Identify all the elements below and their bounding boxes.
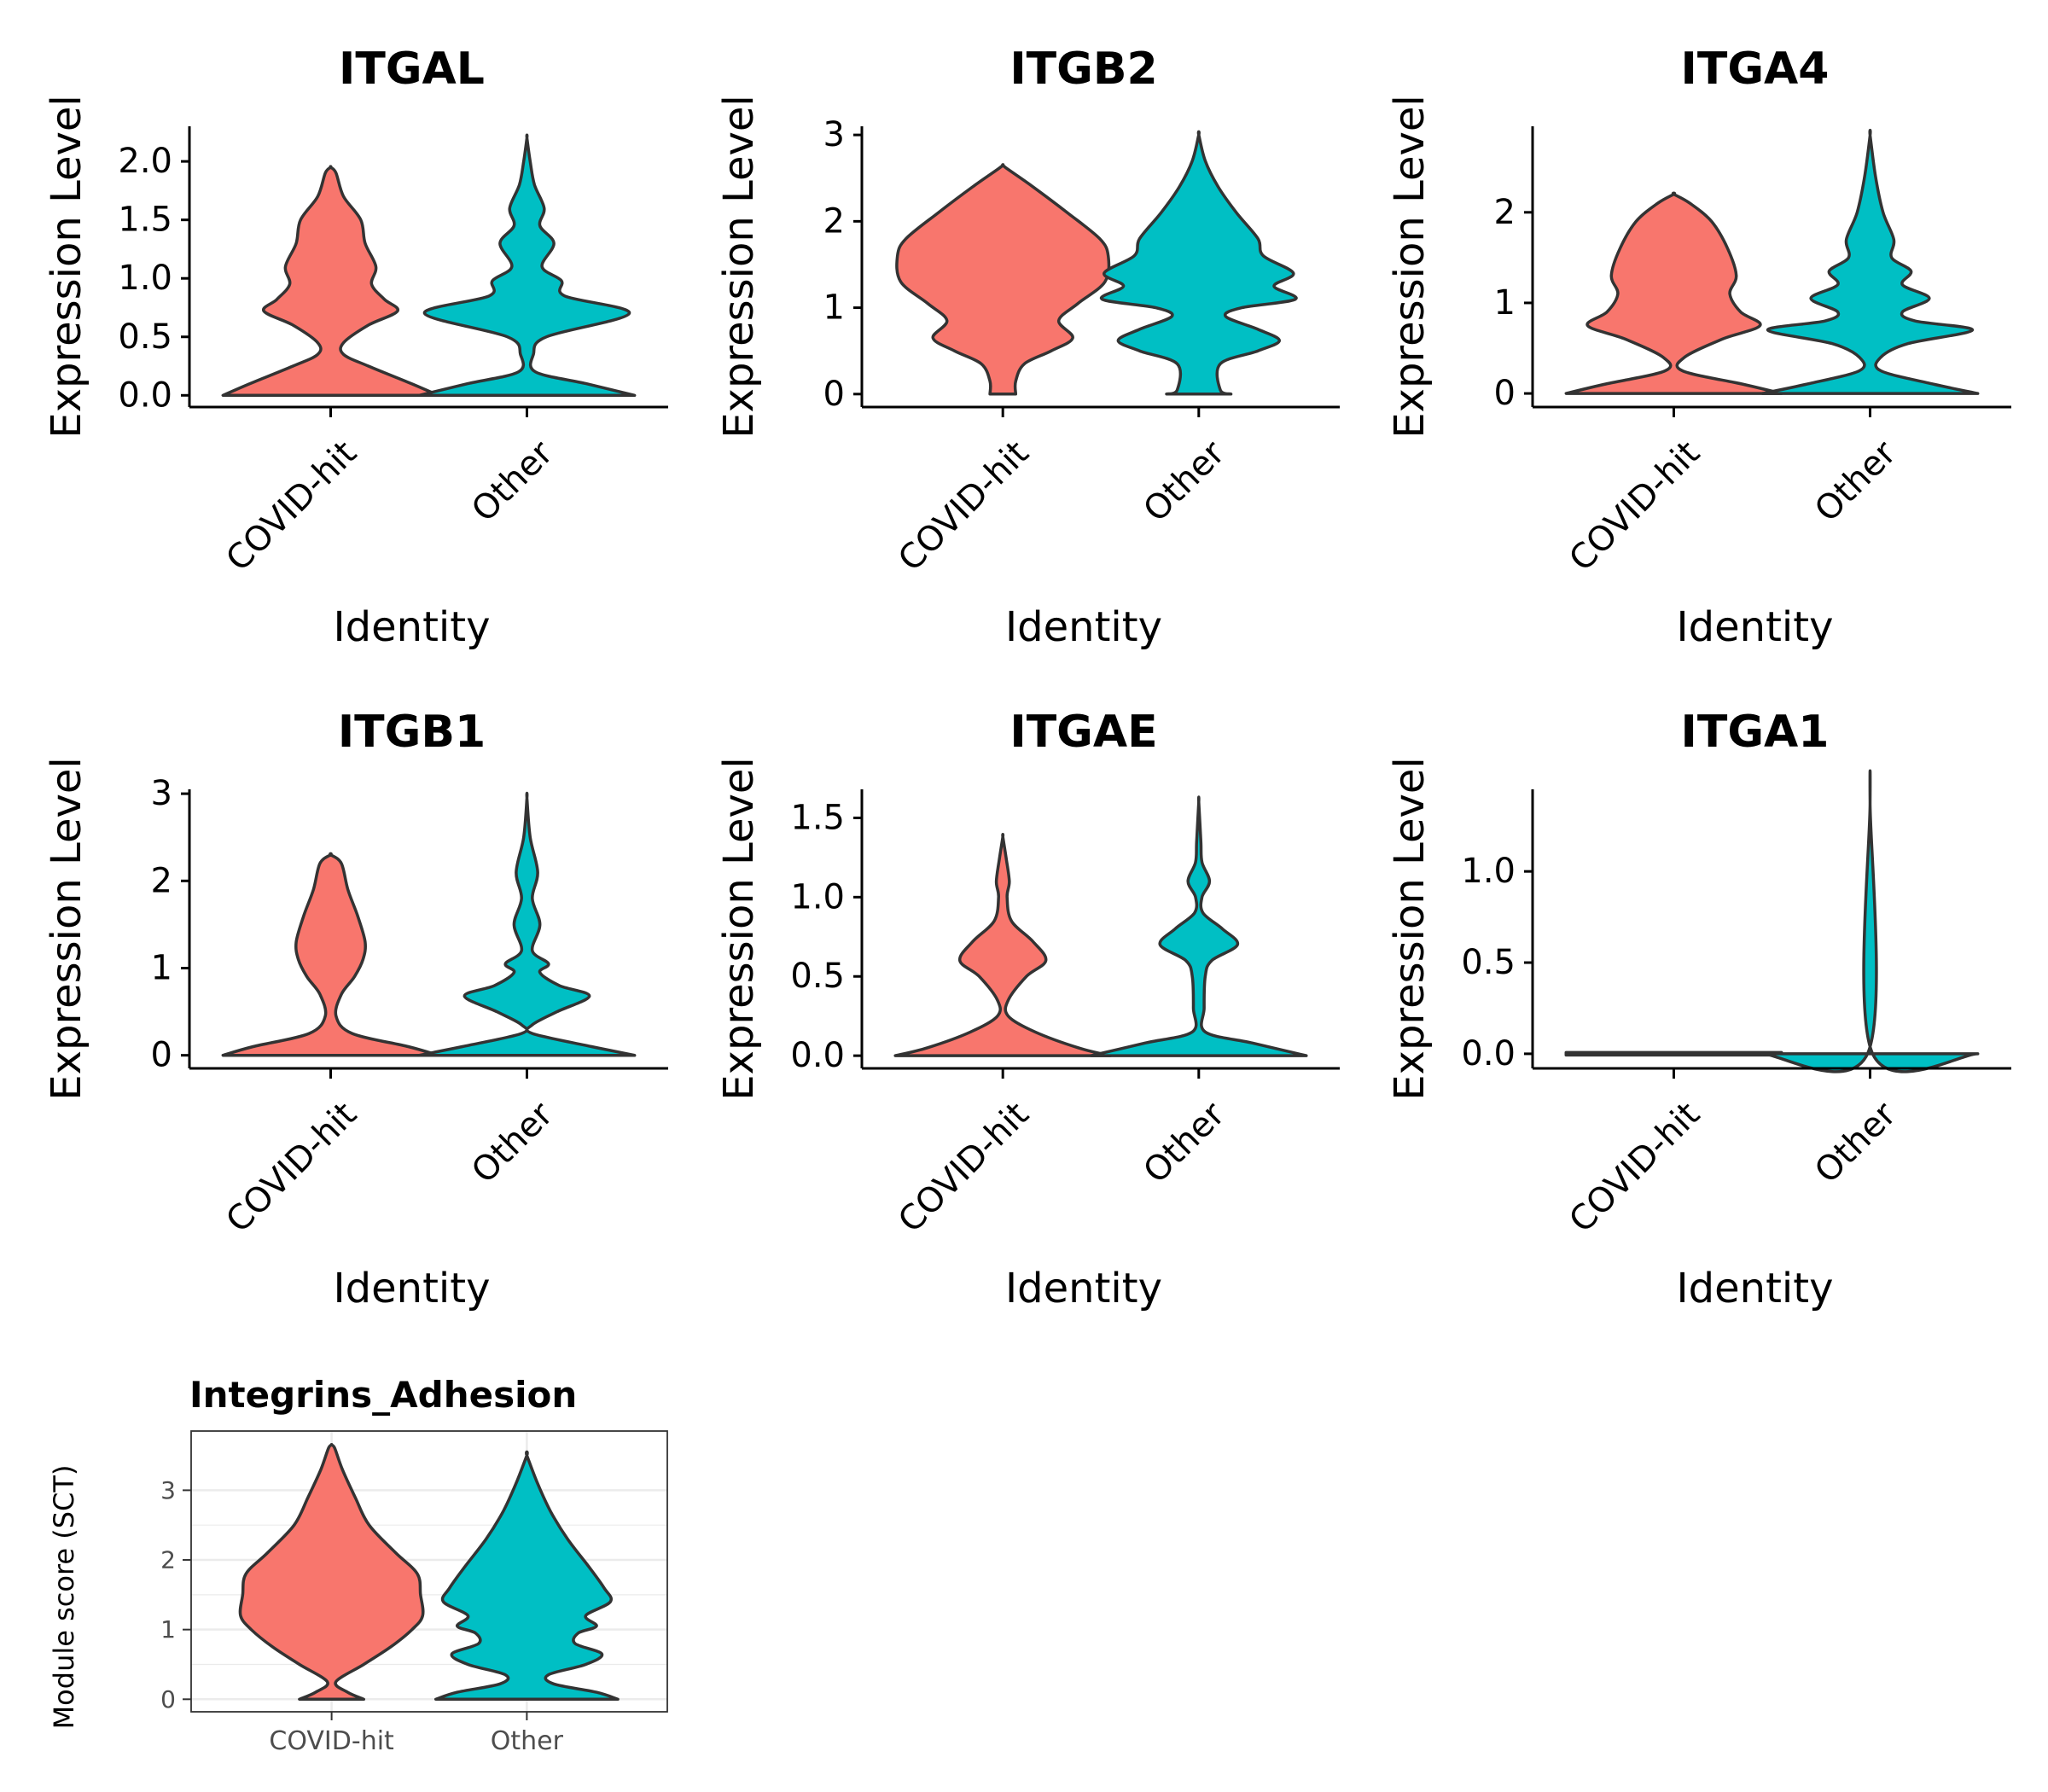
x-tick-label: Other — [464, 433, 561, 530]
y-tick-label: 0.5 — [1461, 943, 1516, 982]
chart-panel: 0 1 2 3 COVID-hit Other Integrins_Adhesion Modu… — [48, 1374, 668, 1756]
y-tick-label: 0 — [823, 375, 845, 414]
chart-panel: 0.0 0.5 1.0 1.5 COVID-hit Other ITGAE Identity E… — [715, 707, 1340, 1312]
x-axis-label: Identity — [334, 603, 491, 651]
chart-panel: 0 1 2 COVID-hit Other ITGA4 Identity Expression… — [1386, 44, 2011, 651]
y-axis-label: Expression Level — [715, 757, 763, 1101]
y-axis-label: Expression Level — [43, 95, 90, 439]
x-tick-label: Other — [1136, 1095, 1232, 1191]
y-axis-label: Module score (SCT) — [48, 1465, 80, 1730]
y-tick-label: 2 — [160, 1546, 176, 1574]
y-tick-label: 0 — [151, 1036, 172, 1075]
violin-other — [1099, 130, 1298, 396]
x-tick-label: COVID-hit — [1562, 433, 1708, 579]
y-tick-label: 0.0 — [118, 375, 172, 415]
violin-other — [1760, 128, 1980, 395]
violin-covid-hit — [1564, 1050, 1783, 1057]
x-tick-label: Other — [1807, 433, 1904, 530]
y-tick-label: 3 — [151, 774, 172, 813]
panel-title: ITGB2 — [1009, 44, 1157, 95]
violin-other — [1760, 769, 1980, 1073]
y-tick-label: 3 — [823, 115, 845, 154]
panel-border — [190, 1430, 668, 1713]
violin-other — [1090, 795, 1308, 1057]
x-tick-label: Other — [491, 1726, 564, 1756]
y-tick-label: 1.5 — [118, 201, 172, 240]
chart-panel: 0 1 2 3 COVID-hit Other ITGB1 Identity Expressio… — [43, 707, 668, 1312]
y-axis-label: Expression Level — [1386, 757, 1434, 1101]
y-axis-label: Expression Level — [1386, 95, 1434, 439]
x-tick-label: Other — [464, 1095, 561, 1191]
x-axis-label: Identity — [334, 1265, 491, 1312]
y-tick-label: 0 — [1494, 374, 1516, 413]
x-axis-label: Identity — [1005, 603, 1162, 651]
y-tick-label: 1 — [160, 1615, 176, 1644]
x-tick-label: Other — [1807, 1095, 1904, 1191]
violin-covid-hit — [895, 163, 1111, 396]
x-axis-label: Identity — [1677, 1265, 1834, 1312]
x-tick-label: COVID-hit — [218, 433, 364, 579]
x-tick-label: COVID-hit — [218, 1095, 364, 1241]
chart-panel: 0 1 2 3 COVID-hit Other ITGB2 Identity Expressio… — [715, 44, 1340, 651]
panel-title: ITGAE — [1009, 707, 1157, 758]
y-tick-label: 1.0 — [790, 877, 845, 916]
x-axis-label: Identity — [1677, 603, 1834, 651]
y-axis-label: Expression Level — [715, 95, 763, 439]
y-tick-label: 1 — [1494, 283, 1516, 323]
violin-covid-hit — [221, 165, 440, 398]
panel-title: ITGA4 — [1681, 44, 1830, 95]
y-tick-label: 0.5 — [790, 957, 845, 996]
panel-title: ITGA1 — [1681, 707, 1830, 758]
y-tick-label: 2.0 — [118, 142, 172, 181]
x-tick-label: COVID-hit — [891, 1095, 1037, 1241]
violin-covid-hit — [238, 1443, 425, 1702]
y-tick-label: 1.5 — [790, 798, 845, 837]
x-tick-label: COVID-hit — [1562, 1095, 1708, 1241]
violin-other — [433, 1450, 620, 1702]
y-tick-label: 3 — [160, 1476, 176, 1504]
y-tick-label: 1.0 — [1461, 852, 1516, 891]
y-tick-label: 1 — [151, 948, 172, 987]
y-tick-label: 2 — [1494, 193, 1516, 232]
y-tick-label: 0 — [160, 1685, 176, 1713]
y-tick-label: 2 — [823, 201, 845, 241]
panel-title: Integrins_Adhesion — [189, 1374, 577, 1416]
x-tick-label: COVID-hit — [269, 1726, 394, 1756]
x-tick-label: Other — [1136, 433, 1232, 530]
y-tick-label: 0.0 — [790, 1036, 845, 1075]
violin-covid-hit — [1564, 191, 1783, 395]
violin-other — [417, 791, 637, 1057]
panel-title: ITGAL — [339, 44, 485, 95]
y-tick-label: 1.0 — [118, 259, 172, 298]
x-tick-label: COVID-hit — [891, 433, 1037, 579]
violin-other — [417, 133, 637, 398]
chart-panel: 0.0 0.5 1.0 COVID-hit Other ITGA1 Identity Expr… — [1386, 707, 2011, 1312]
violin-covid-hit — [221, 852, 440, 1057]
y-tick-label: 1 — [823, 288, 845, 328]
y-tick-label: 0.5 — [118, 317, 172, 357]
y-tick-label: 2 — [151, 861, 172, 900]
y-axis-label: Expression Level — [43, 757, 90, 1101]
x-axis-label: Identity — [1005, 1265, 1162, 1312]
panel-title: ITGB1 — [338, 707, 486, 758]
y-tick-label: 0.0 — [1461, 1034, 1516, 1073]
violin-covid-hit — [893, 832, 1112, 1057]
chart-panel: 0.0 0.5 1.0 1.5 2.0 COVID-hit Other ITGAL Identi… — [43, 44, 668, 651]
